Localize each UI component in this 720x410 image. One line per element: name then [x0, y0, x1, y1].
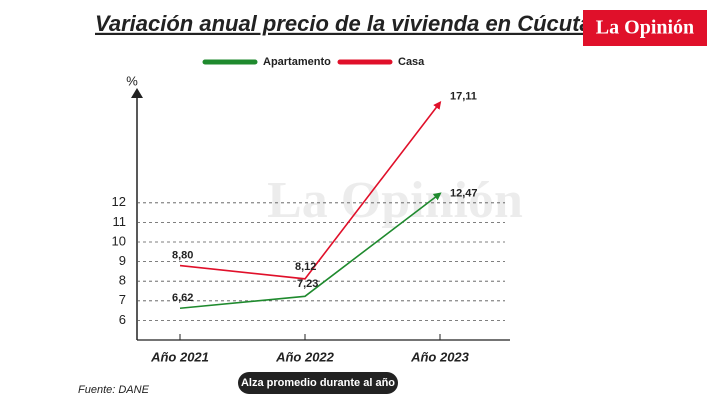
data-label: 6,62 — [172, 292, 193, 304]
series-line — [179, 101, 442, 280]
y-tick-label: 8 — [119, 273, 126, 288]
data-label: 7,23 — [297, 278, 318, 290]
chart-title: Variación anual precio de la vivienda en… — [95, 11, 592, 36]
y-tick-label: 11 — [113, 214, 127, 229]
note-pill — [238, 372, 398, 394]
brand-box — [583, 10, 707, 46]
data-label: 8,12 — [295, 261, 316, 273]
y-axis-label: % — [126, 73, 138, 88]
y-tick-label: 9 — [119, 253, 126, 268]
series-line — [179, 192, 442, 310]
note: Alza promedio durante al año — [241, 377, 395, 389]
watermark: La Opinión — [267, 172, 523, 229]
source: Fuente: DANE — [78, 384, 150, 396]
y-tick-label: 6 — [119, 312, 126, 327]
legend-label: Apartamento — [263, 56, 331, 68]
x-tick-label: Año 2022 — [275, 349, 335, 364]
x-tick-label: Año 2021 — [150, 349, 209, 364]
y-tick-label: 10 — [112, 233, 126, 248]
brand: La Opinión — [596, 17, 694, 39]
data-label: 17,11 — [450, 91, 477, 103]
x-tick-label: Año 2023 — [410, 349, 470, 364]
y-tick-label: 12 — [112, 194, 126, 209]
data-label: 12,47 — [450, 187, 478, 199]
legend-label: Casa — [398, 56, 425, 68]
y-tick-label: 7 — [119, 292, 126, 307]
data-label: 8,80 — [172, 249, 193, 261]
y-axis-arrow — [131, 88, 143, 98]
